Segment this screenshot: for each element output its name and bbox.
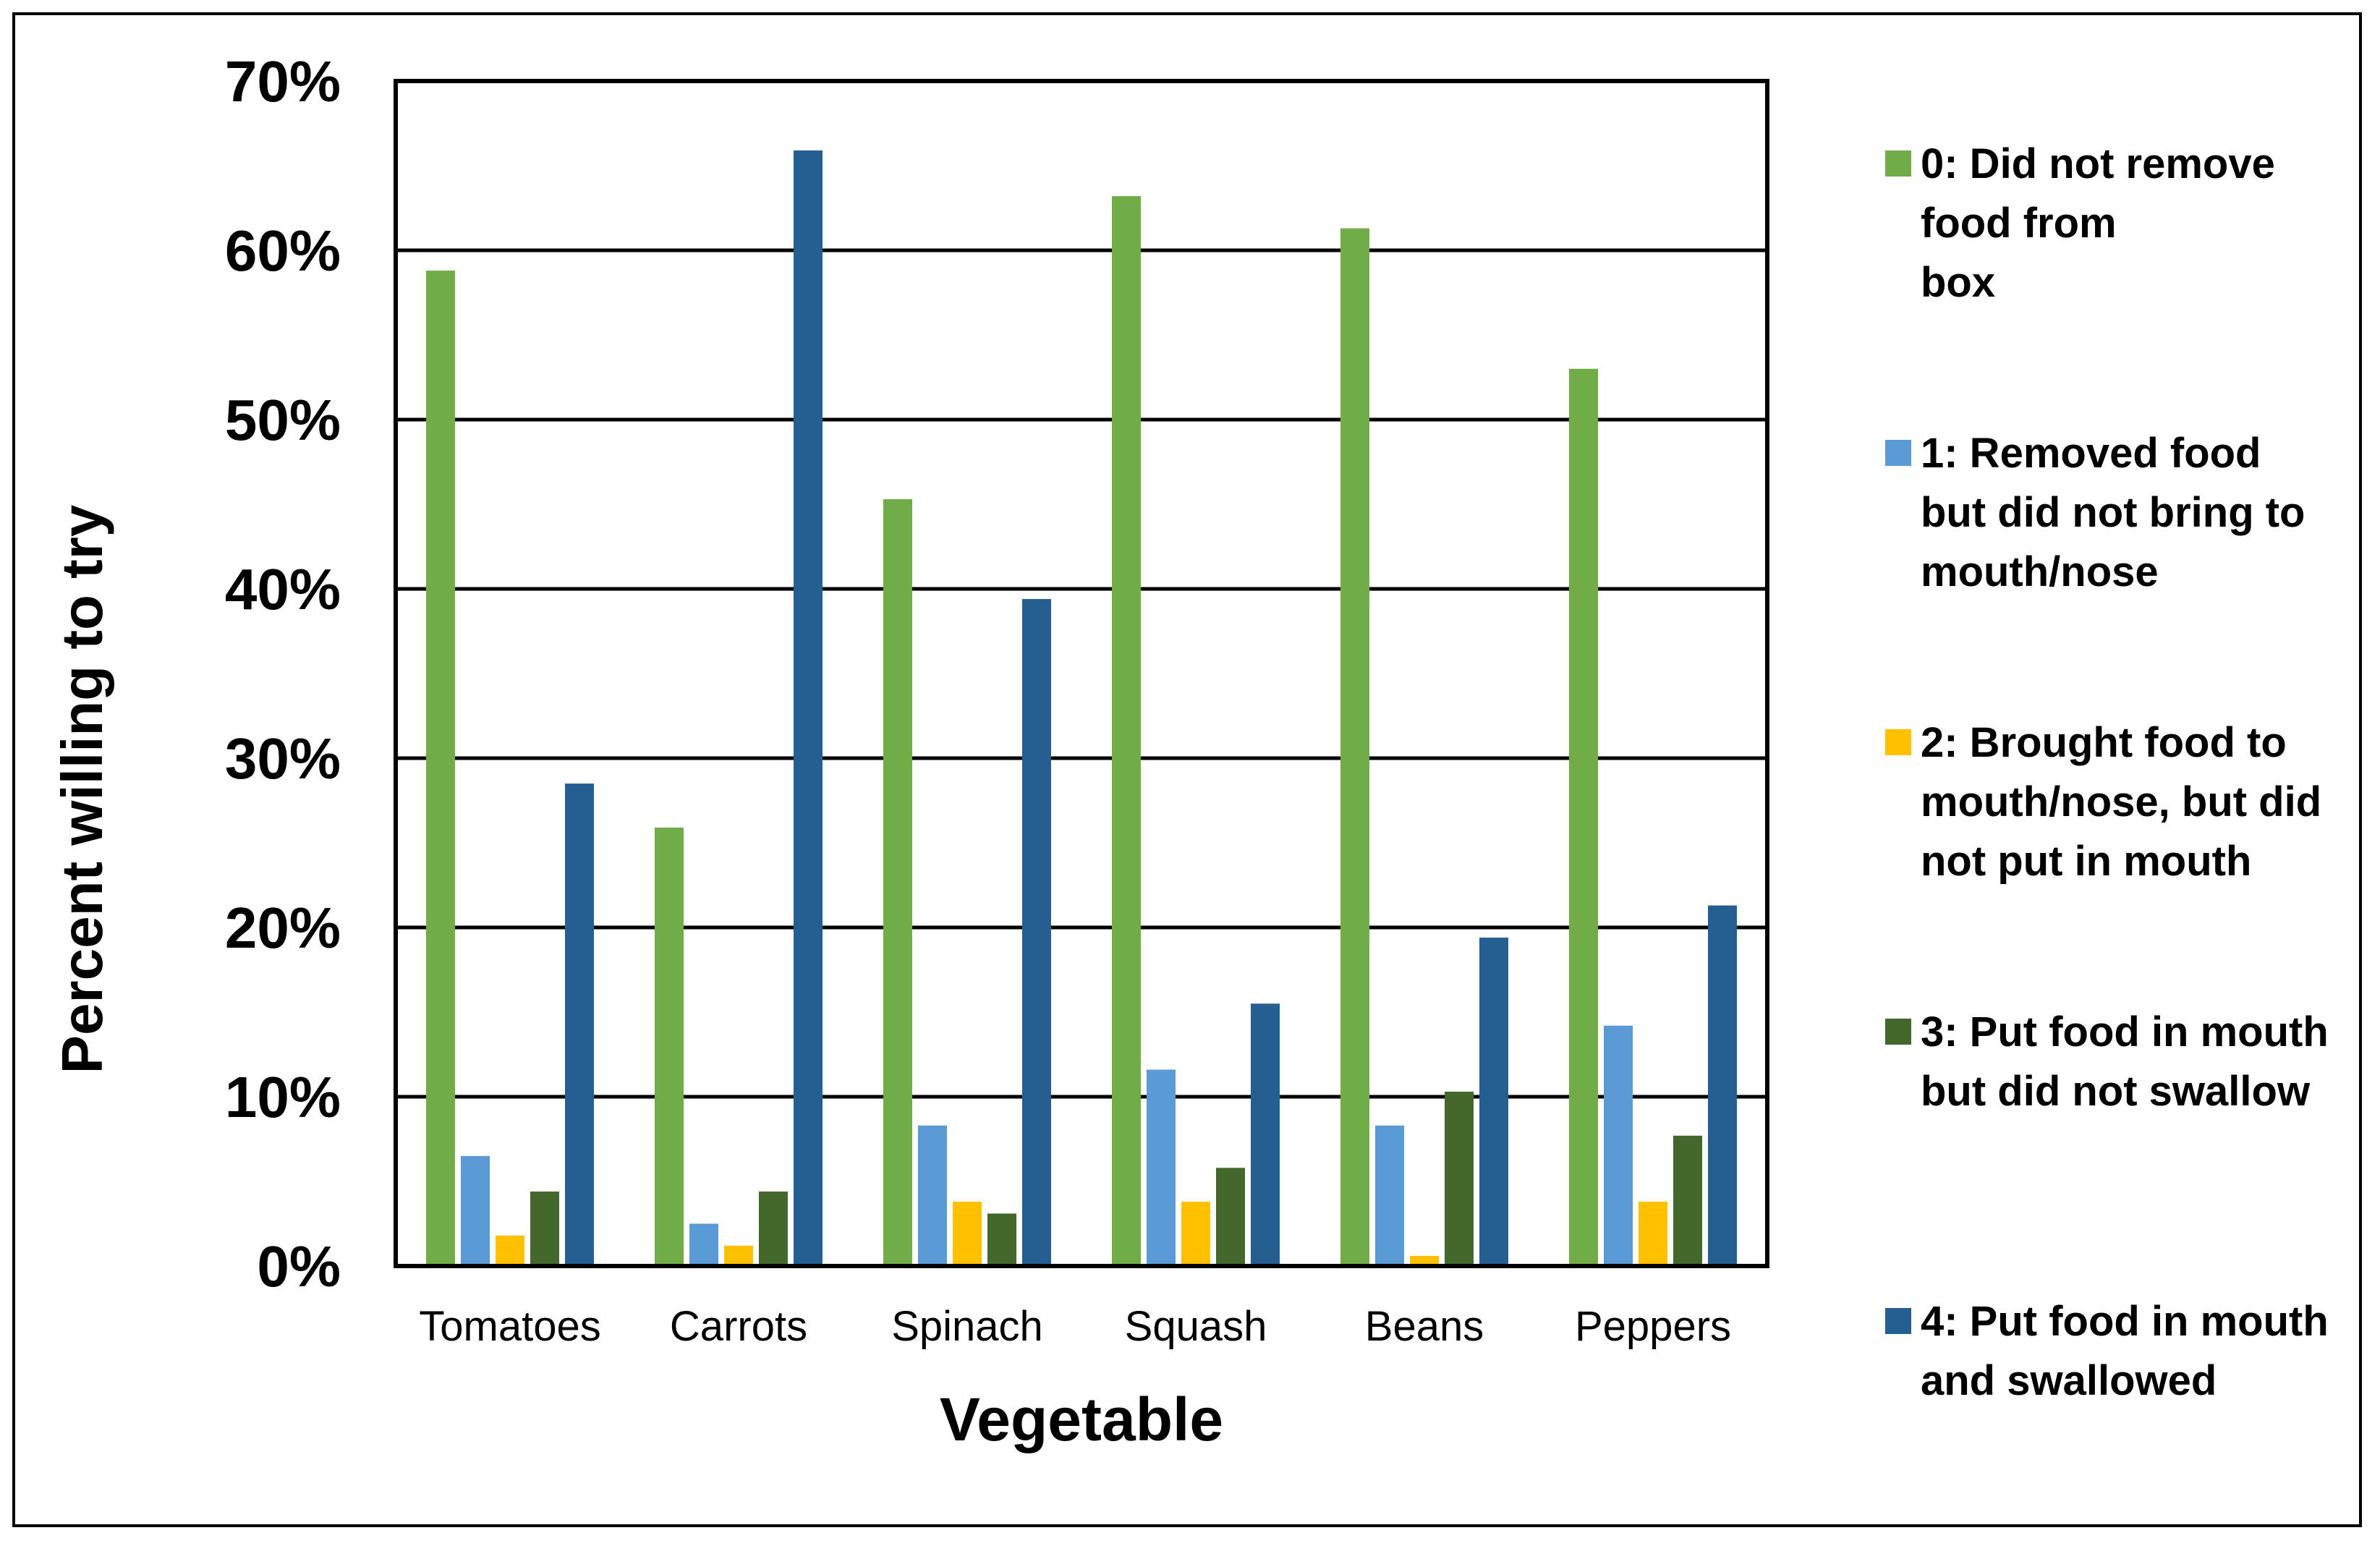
bar-beans-series-1	[1375, 1125, 1404, 1266]
y-tick-label: 40%	[225, 557, 341, 621]
y-tick-label: 0%	[257, 1234, 341, 1299]
bar-beans-series-3	[1445, 1091, 1474, 1266]
legend-swatch	[1885, 729, 1911, 755]
legend-swatch	[1885, 150, 1911, 177]
legend-item: 1: Removed food but did not bring to mouth…	[1885, 430, 2305, 595]
legend-label: 2: Brought food to	[1921, 719, 2287, 766]
bar-carrots-series-0	[655, 827, 684, 1266]
legend-item: 0: Did not remove food from box	[1885, 140, 2275, 306]
legend-label: food from	[1921, 200, 2117, 247]
legend-label: mouth/nose, but did	[1921, 778, 2321, 825]
x-axis-label: Vegetable	[940, 1385, 1223, 1453]
bar-squash-series-4	[1251, 1003, 1280, 1266]
bar-spinach-series-3	[987, 1213, 1016, 1266]
bars	[426, 150, 1737, 1267]
bar-squash-series-1	[1147, 1069, 1176, 1266]
legend-label: 4: Put food in mouth	[1921, 1298, 2329, 1345]
legend-label: mouth/nose	[1921, 548, 2159, 595]
bar-spinach-series-1	[918, 1125, 947, 1266]
legend-label: but did not bring to	[1921, 489, 2305, 536]
x-tick-label: Squash	[1125, 1303, 1267, 1350]
bar-carrots-series-2	[724, 1245, 753, 1266]
legend-label: not put in mouth	[1921, 838, 2251, 885]
y-axis-ticks: 0% 10% 20% 30% 40% 50% 60% 70%	[225, 49, 341, 1299]
x-tick-label: Tomatoes	[419, 1303, 600, 1350]
bar-squash-series-3	[1216, 1168, 1245, 1266]
legend-label: 0: Did not remove	[1921, 140, 2275, 187]
bar-beans-series-0	[1340, 228, 1369, 1267]
y-tick-label: 20%	[225, 896, 341, 960]
legend-label: 1: Removed food	[1921, 430, 2261, 477]
bar-tomatoes-series-2	[496, 1235, 524, 1266]
bar-spinach-series-4	[1022, 599, 1051, 1266]
x-tick-label: Beans	[1365, 1303, 1484, 1350]
legend-swatch	[1885, 440, 1911, 466]
y-tick-label: 70%	[225, 49, 341, 114]
legend-label: but did not swallow	[1921, 1068, 2311, 1115]
bar-peppers-series-4	[1708, 905, 1737, 1266]
bar-beans-series-2	[1410, 1255, 1439, 1266]
x-tick-label: Carrots	[670, 1303, 807, 1350]
x-tick-label: Spinach	[891, 1303, 1043, 1350]
x-tick-label: Peppers	[1575, 1303, 1731, 1350]
bar-tomatoes-series-4	[565, 783, 594, 1266]
bar-beans-series-4	[1479, 938, 1508, 1266]
bar-spinach-series-0	[883, 498, 912, 1266]
legend-item: 4: Put food in mouth and swallowed	[1885, 1298, 2329, 1404]
bar-chart: 0% 10% 20% 30% 40% 50% 60% 70% Tomatoes Carrots S…	[50, 49, 2329, 1453]
bar-carrots-series-4	[794, 150, 823, 1267]
y-tick-label: 10%	[225, 1065, 341, 1129]
bar-squash-series-2	[1181, 1202, 1210, 1266]
bar-tomatoes-series-1	[461, 1155, 490, 1266]
plot-area-border	[394, 79, 1769, 1268]
bar-tomatoes-series-0	[426, 271, 455, 1267]
legend-label: 3: Put food in mouth	[1921, 1008, 2329, 1056]
y-axis-label: Percent willing to try	[50, 504, 114, 1074]
legend-item: 2: Brought food to mouth/nose, but did not…	[1885, 719, 2321, 885]
y-tick-label: 60%	[225, 218, 341, 283]
y-tick-label: 50%	[225, 388, 341, 452]
bar-peppers-series-0	[1569, 368, 1598, 1266]
legend-swatch	[1885, 1308, 1911, 1334]
y-tick-label: 30%	[225, 726, 341, 791]
legend-label: and swallowed	[1921, 1357, 2217, 1404]
bar-peppers-series-1	[1604, 1025, 1633, 1266]
legend-label: box	[1921, 259, 1995, 306]
bar-carrots-series-1	[689, 1223, 718, 1266]
legend-item: 3: Put food in mouth but did not swallow	[1885, 1008, 2329, 1115]
bar-tomatoes-series-3	[530, 1192, 559, 1266]
gridlines	[396, 79, 1767, 1268]
legend: 0: Did not remove food from box 1: Removed …	[1885, 140, 2329, 1404]
bar-carrots-series-3	[759, 1192, 788, 1266]
x-axis-ticks: Tomatoes Carrots Spinach Squash Beans Peppers	[419, 1303, 1731, 1350]
legend-swatch	[1885, 1019, 1911, 1045]
bar-peppers-series-2	[1639, 1202, 1667, 1266]
bar-spinach-series-2	[953, 1202, 982, 1266]
bar-squash-series-0	[1112, 196, 1141, 1266]
chart-frame: 0% 10% 20% 30% 40% 50% 60% 70% Tomatoes Carrots S…	[12, 12, 2362, 1527]
bar-peppers-series-3	[1673, 1135, 1702, 1266]
